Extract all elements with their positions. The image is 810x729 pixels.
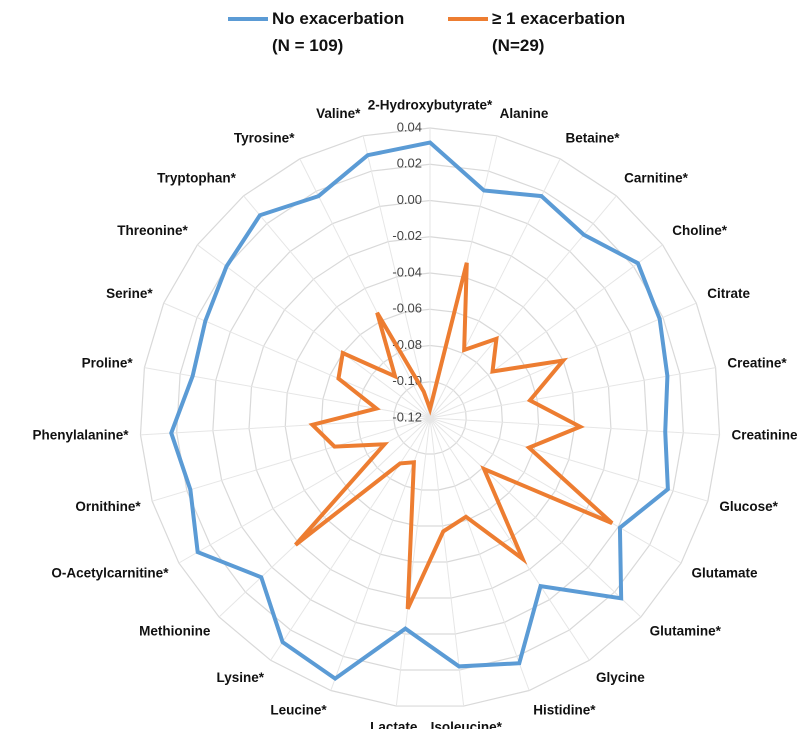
category-label: Creatine* — [727, 355, 787, 370]
series-line — [169, 140, 670, 682]
y-tick-label: -0.06 — [392, 301, 422, 316]
category-label: Lactate — [370, 719, 418, 729]
spoke — [429, 417, 720, 436]
category-label: Betaine* — [566, 131, 621, 146]
spoke — [140, 417, 431, 436]
category-label: Threonine* — [117, 223, 188, 238]
legend-label: No exacerbation (N = 109) — [272, 9, 405, 55]
y-tick-label: -0.04 — [392, 264, 422, 279]
spoke — [429, 417, 530, 691]
spoke — [429, 417, 590, 661]
spoke — [395, 417, 431, 707]
grid-ring — [320, 308, 540, 527]
grid-ring — [139, 127, 721, 707]
category-label: Proline* — [82, 355, 134, 370]
spoke — [218, 417, 431, 618]
y-tick-label: -0.02 — [392, 228, 422, 243]
category-label: Carnitine* — [624, 171, 689, 186]
category-label: Tyrosine* — [234, 131, 295, 146]
category-label: Methionine — [139, 624, 211, 639]
spoke — [243, 195, 431, 419]
spoke — [330, 417, 431, 691]
spoke — [270, 417, 431, 661]
category-label: Leucine* — [270, 703, 327, 718]
category-label: Serine* — [106, 286, 153, 301]
category-label: Lysine* — [217, 670, 265, 685]
category-label: Creatinine — [731, 428, 798, 443]
spoke — [429, 417, 642, 618]
spoke — [429, 195, 617, 419]
spoke — [197, 244, 431, 419]
spoke — [429, 417, 682, 564]
grid-ring — [357, 344, 503, 491]
spoke — [429, 417, 465, 707]
category-label: Valine* — [316, 106, 361, 121]
category-label: Histidine* — [533, 703, 596, 718]
spoke — [429, 417, 708, 502]
category-label: Ornithine* — [75, 499, 141, 514]
y-tick-label: 0.00 — [397, 192, 422, 207]
category-label: 2-Hydroxybutyrate* — [368, 98, 493, 113]
y-tick-label: -0.12 — [392, 409, 422, 424]
spoke — [429, 158, 561, 419]
legend-swatch — [228, 17, 268, 21]
category-label: Glucose* — [719, 499, 778, 514]
category-label: Phenylalanine* — [32, 428, 129, 443]
category-label: Glutamate — [692, 566, 759, 581]
spoke — [362, 135, 431, 419]
grid-ring — [393, 381, 467, 455]
legend-swatch — [448, 17, 488, 21]
category-label: Tryptophan* — [157, 171, 236, 186]
series-line — [294, 262, 614, 610]
y-tick-label: 0.04 — [397, 119, 422, 134]
category-label: Citrate — [707, 286, 750, 301]
spoke — [178, 417, 431, 564]
spoke — [429, 244, 663, 419]
category-label: O-Acetylcarnitine* — [51, 566, 169, 581]
spoke — [152, 417, 431, 502]
category-label: Glycine — [596, 670, 645, 685]
spoke — [429, 367, 716, 419]
y-tick-label: 0.02 — [397, 156, 422, 171]
spoke — [299, 158, 431, 419]
legend-label: ≥ 1 exacerbation (N=29) — [492, 9, 626, 55]
category-label: Alanine — [500, 106, 549, 121]
category-label: Isoleucine* — [431, 719, 503, 729]
grid-ring — [248, 236, 612, 599]
category-label: Choline* — [672, 223, 727, 238]
category-label: Glutamine* — [650, 624, 722, 639]
spoke — [163, 302, 431, 419]
grid-ring — [212, 199, 648, 635]
